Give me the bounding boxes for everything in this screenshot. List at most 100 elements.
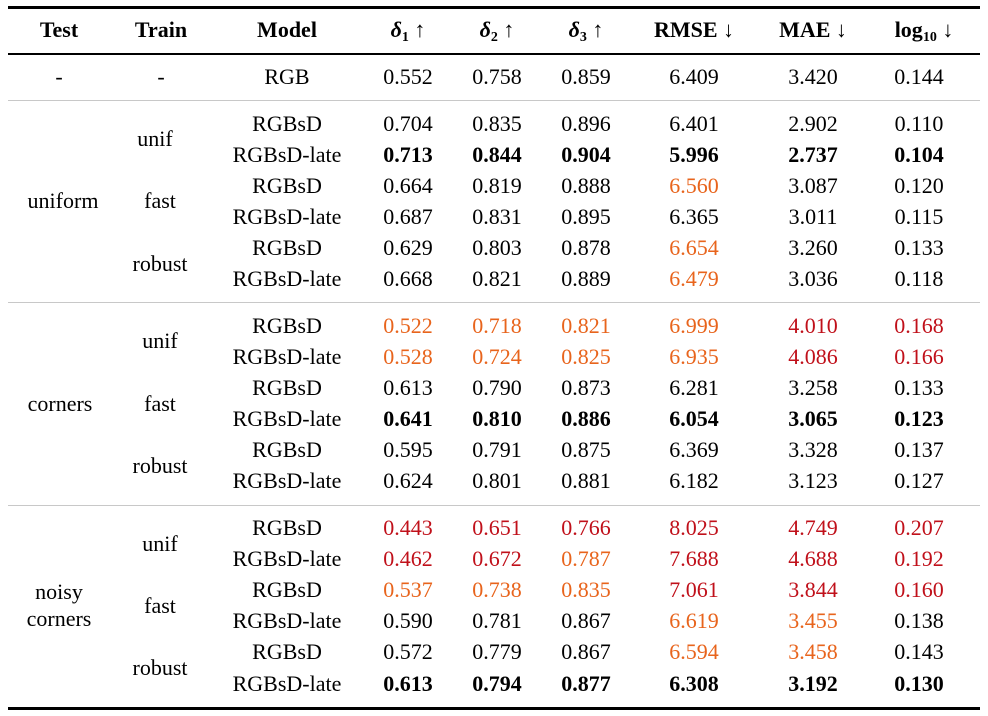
test-label: corners	[26, 606, 92, 631]
rmse-cell: 6.560	[669, 173, 719, 198]
train-label: unif	[142, 531, 178, 556]
log10-cell: 0.123	[894, 406, 944, 431]
rmse-cell: 6.365	[669, 204, 719, 229]
delta3-cell: 0.877	[561, 671, 611, 696]
mae-cell: 4.749	[788, 515, 838, 540]
delta2-cell: 0.844	[472, 142, 522, 167]
delta1-cell: 0.537	[383, 577, 433, 602]
delta1-cell: 0.668	[383, 266, 433, 291]
delta2-cell: 0.801	[472, 468, 522, 493]
train-label: robust	[132, 655, 188, 680]
group-divider	[8, 302, 980, 303]
header-train: Train	[134, 17, 188, 42]
delta1-cell: 0.462	[383, 546, 433, 571]
delta3-cell: 0.896	[561, 111, 611, 136]
log10-cell: 0.137	[894, 437, 944, 462]
delta1-cell: 0.664	[383, 173, 433, 198]
train-label: fast	[144, 593, 176, 618]
mae-cell: 3.087	[788, 173, 838, 198]
delta3-cell: 0.886	[561, 406, 611, 431]
rmse-cell: 6.654	[669, 235, 719, 260]
model-cell: RGBsD-late	[232, 608, 342, 633]
log10-cell: 0.143	[894, 639, 944, 664]
model-cell: RGBsD-late	[232, 671, 342, 696]
train-label: -	[157, 64, 165, 89]
mae-cell: 2.902	[788, 111, 838, 136]
train-label: unif	[137, 126, 173, 151]
top-rule	[8, 6, 980, 9]
delta2-cell: 0.651	[472, 515, 522, 540]
mae-cell: 3.455	[788, 608, 838, 633]
log10-cell: 0.160	[894, 577, 944, 602]
delta3-cell: 0.867	[561, 639, 611, 664]
test-label: uniform	[27, 188, 99, 213]
delta1-cell: 0.522	[383, 313, 433, 338]
model-cell: RGBsD-late	[232, 142, 342, 167]
model-cell: RGBsD	[252, 639, 322, 664]
delta3-cell: 0.878	[561, 235, 611, 260]
header-delta3: δ3 ↑	[568, 17, 604, 45]
log10-cell: 0.133	[894, 375, 944, 400]
header-log10: log10 ↓	[894, 17, 954, 45]
delta1-cell: 0.443	[383, 515, 433, 540]
log10-cell: 0.127	[894, 468, 944, 493]
delta1-cell: 0.687	[383, 204, 433, 229]
delta1-cell: 0.704	[383, 111, 433, 136]
log10-cell: 0.130	[894, 671, 944, 696]
header-test: Test	[39, 17, 79, 42]
rmse-cell: 6.409	[669, 64, 719, 89]
delta3-cell: 0.904	[561, 142, 611, 167]
log10-cell: 0.168	[894, 313, 944, 338]
mae-cell: 3.258	[788, 375, 838, 400]
delta3-cell: 0.825	[561, 344, 611, 369]
rmse-cell: 6.935	[669, 344, 719, 369]
delta3-cell: 0.881	[561, 468, 611, 493]
mae-cell: 3.011	[788, 204, 838, 229]
mae-cell: 3.844	[788, 577, 838, 602]
model-cell: RGBsD	[252, 235, 322, 260]
delta3-cell: 0.766	[561, 515, 611, 540]
delta1-cell: 0.613	[383, 375, 433, 400]
log10-cell: 0.120	[894, 173, 944, 198]
model-cell: RGBsD	[252, 515, 322, 540]
log10-cell: 0.166	[894, 344, 944, 369]
mae-cell: 3.036	[788, 266, 838, 291]
delta1-cell: 0.528	[383, 344, 433, 369]
log10-cell: 0.207	[894, 515, 944, 540]
delta3-cell: 0.875	[561, 437, 611, 462]
delta1-cell: 0.624	[383, 468, 433, 493]
delta2-cell: 0.724	[472, 344, 522, 369]
model-cell: RGBsD	[252, 577, 322, 602]
bottom-rule	[8, 707, 980, 710]
rmse-cell: 7.061	[669, 577, 719, 602]
delta2-cell: 0.803	[472, 235, 522, 260]
mae-cell: 2.737	[788, 142, 838, 167]
test-label: corners	[27, 391, 93, 416]
delta3-cell: 0.859	[561, 64, 611, 89]
delta1-cell: 0.613	[383, 671, 433, 696]
model-cell: RGBsD	[252, 173, 322, 198]
delta1-cell: 0.713	[383, 142, 433, 167]
rmse-cell: 6.308	[669, 671, 719, 696]
header-mae: MAE ↓	[779, 17, 847, 42]
train-label: fast	[144, 391, 176, 416]
log10-cell: 0.104	[894, 142, 944, 167]
delta2-cell: 0.810	[472, 406, 522, 431]
model-cell: RGBsD-late	[232, 266, 342, 291]
train-label: unif	[142, 328, 178, 353]
delta2-cell: 0.821	[472, 266, 522, 291]
delta3-cell: 0.787	[561, 546, 611, 571]
log10-cell: 0.192	[894, 546, 944, 571]
rmse-cell: 6.401	[669, 111, 719, 136]
model-cell: RGBsD-late	[232, 468, 342, 493]
mae-cell: 3.192	[788, 671, 838, 696]
delta2-cell: 0.819	[472, 173, 522, 198]
delta1-cell: 0.572	[383, 639, 433, 664]
train-label: fast	[144, 188, 176, 213]
rmse-cell: 6.369	[669, 437, 719, 462]
model-cell: RGBsD	[252, 111, 322, 136]
rmse-cell: 5.996	[669, 142, 719, 167]
model-cell: RGB	[264, 64, 310, 89]
mae-cell: 3.260	[788, 235, 838, 260]
